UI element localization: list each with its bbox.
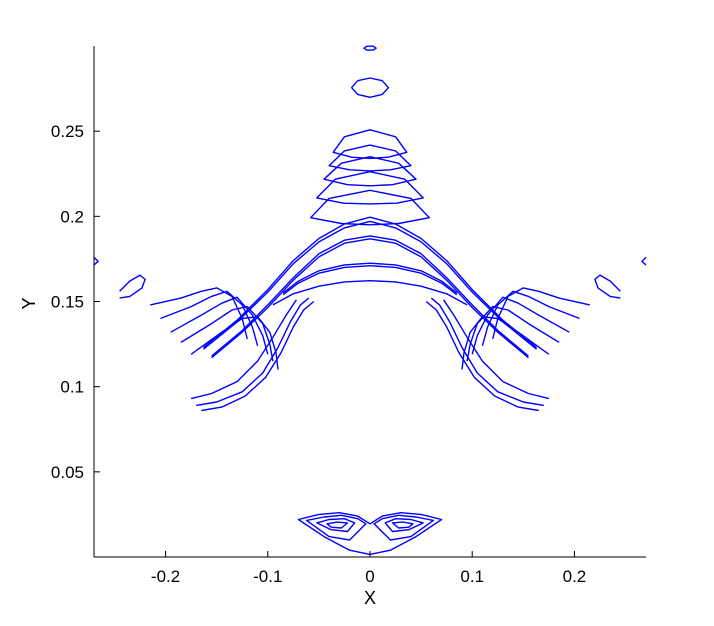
- x-tick-label: -0.2: [151, 567, 180, 586]
- y-axis-label: Y: [19, 297, 39, 309]
- contour-line-22: [170, 296, 269, 355]
- plot-lines: [93, 45, 647, 556]
- contour-line-36: [316, 518, 356, 533]
- contour-line-38: [373, 514, 435, 541]
- y-tick-label: 0.2: [60, 207, 84, 226]
- contour-line-24: [190, 316, 279, 370]
- y-tick-label: 0.25: [51, 122, 84, 141]
- contour-line-5: [316, 171, 424, 205]
- contour-line-23: [180, 305, 274, 362]
- x-tick-label: 0.2: [563, 567, 587, 586]
- contour-line-21: [160, 290, 259, 346]
- contour-line-2: [332, 129, 408, 160]
- contour-line-13: [272, 280, 468, 306]
- contour-line-6: [310, 189, 430, 226]
- contour-line-14: [196, 297, 310, 407]
- contour-line-3: [328, 144, 412, 172]
- contour-line-0: [363, 45, 377, 51]
- contour-line-7: [202, 216, 538, 349]
- y-tick-label: 0.1: [60, 378, 84, 397]
- x-tick-label: -0.1: [253, 567, 282, 586]
- contour-line-17: [430, 297, 544, 407]
- contour-line-32: [93, 256, 99, 266]
- contour-line-33: [641, 256, 647, 266]
- contour-line-29: [461, 316, 550, 370]
- contour-line-19: [443, 299, 550, 400]
- x-ticks: -0.2 -0.1 0 0.1 0.2: [151, 551, 586, 586]
- axes: -0.2 -0.1 0 0.1 0.2 0.05 0.1 0.15 0.2 0.25: [51, 46, 646, 586]
- contour-line-37: [326, 521, 349, 529]
- contour-line-15: [201, 300, 315, 412]
- contour-line-26: [481, 290, 580, 346]
- contour-line-16: [190, 299, 297, 400]
- contour-line-27: [471, 296, 570, 355]
- contour-line-35: [305, 514, 367, 541]
- contour-line-10: [211, 238, 529, 359]
- contour-line-39: [384, 518, 424, 533]
- contour-line-1: [350, 77, 390, 98]
- contour-line-11: [282, 262, 458, 294]
- contour-line-4: [323, 156, 417, 187]
- contour-line-30: [119, 274, 146, 299]
- contour-line-8: [202, 220, 538, 350]
- contour-line-40: [391, 521, 414, 529]
- y-tick-label: 0.05: [51, 463, 84, 482]
- contour-line-34: [297, 512, 443, 556]
- contour-line-28: [466, 305, 560, 362]
- contour-line-18: [425, 300, 539, 412]
- x-tick-label: 0.1: [460, 567, 484, 586]
- y-ticks: 0.05 0.1 0.15 0.2 0.25: [51, 122, 100, 482]
- x-tick-label: 0: [365, 567, 374, 586]
- x-axis-label: X: [364, 588, 376, 608]
- contour-line-9: [211, 235, 529, 357]
- contour-line-31: [594, 274, 621, 299]
- contour-line-12: [282, 265, 458, 296]
- y-tick-label: 0.15: [51, 293, 84, 312]
